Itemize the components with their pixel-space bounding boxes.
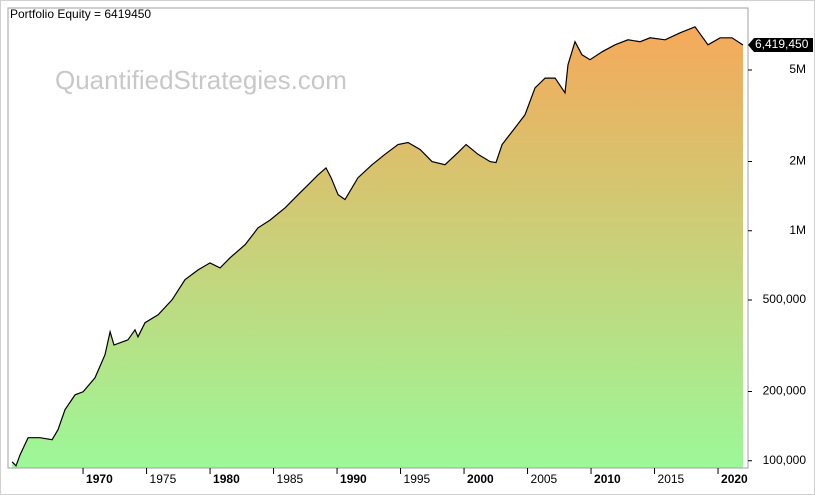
y-tick-label: 2M [789, 154, 806, 168]
equity-line [11, 26, 744, 467]
y-tick-label: 500,000 [763, 292, 807, 306]
watermark: QuantifiedStrategies.com [55, 65, 347, 95]
y-tick-label: 1M [789, 223, 806, 237]
y-tick-label: 5M [789, 62, 806, 76]
last-value-box [748, 38, 813, 53]
last-value-label: 6,419,450 [755, 37, 809, 51]
x-tick-label: 1985 [277, 472, 304, 486]
x-tick-label: 1995 [404, 472, 431, 486]
x-tick-label: 1980 [213, 472, 240, 486]
x-tick-label: 1975 [150, 472, 177, 486]
plot-border [7, 7, 749, 469]
x-tick-label: 2020 [721, 472, 748, 486]
x-tick-label: 1990 [340, 472, 367, 486]
x-tick-label: 2010 [594, 472, 621, 486]
y-tick-label: 200,000 [763, 384, 807, 398]
y-tick-label: 100,000 [763, 453, 807, 467]
plot-area [11, 26, 744, 469]
equity-area [12, 26, 744, 469]
x-tick-label: 2015 [658, 472, 685, 486]
x-tick-label: 2000 [467, 472, 494, 486]
x-tick-label: 2005 [531, 472, 558, 486]
chart-title: Portfolio Equity = 6419450 [10, 7, 151, 21]
x-tick-label: 1970 [86, 472, 113, 486]
